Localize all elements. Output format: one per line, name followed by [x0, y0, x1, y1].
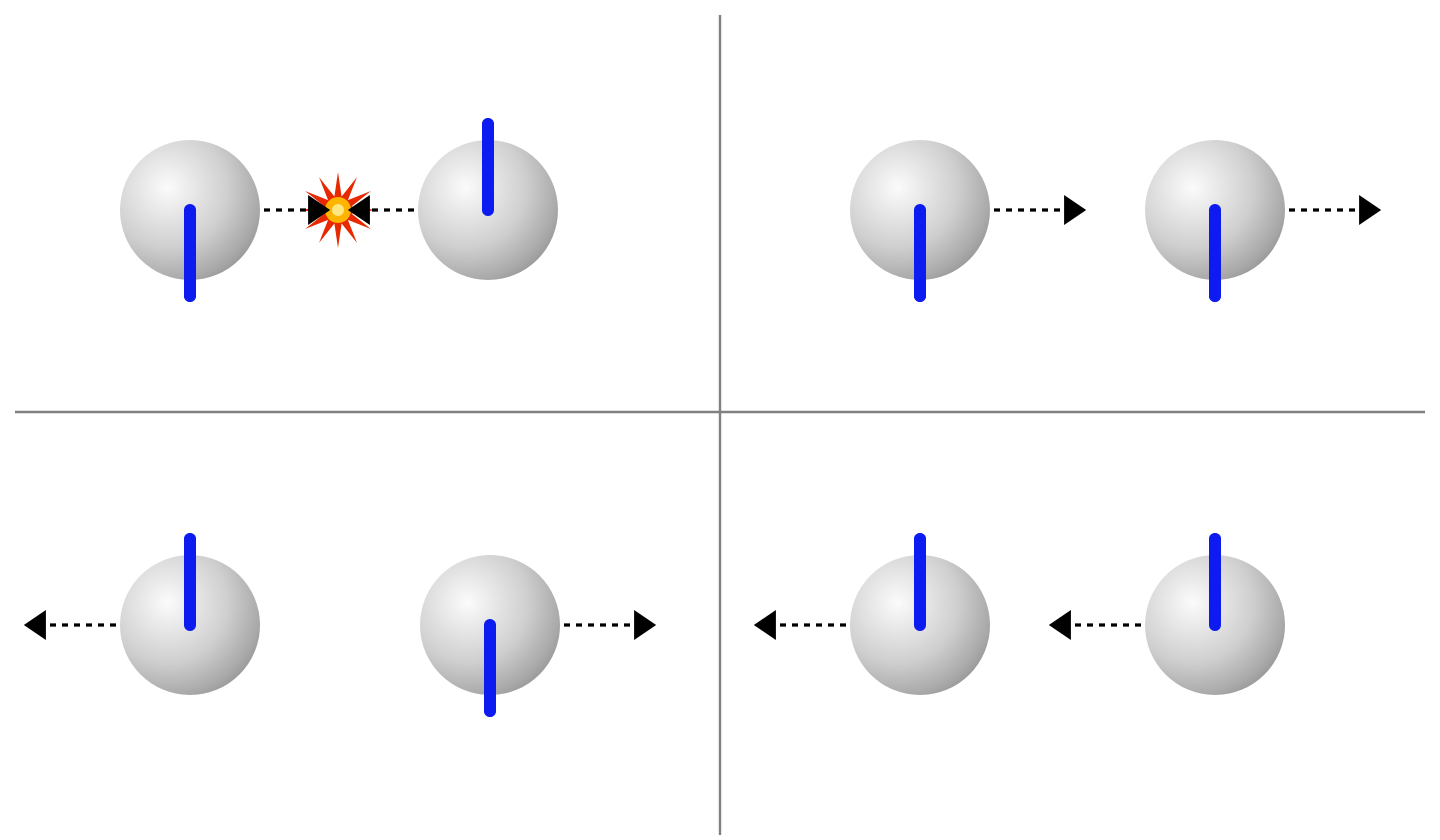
particle-node: [1061, 539, 1285, 695]
particle-node: [1145, 140, 1369, 296]
particle-node: [120, 140, 318, 296]
collision-core-inner-icon: [332, 204, 344, 216]
particle-node: [766, 539, 990, 695]
particle-node: [420, 555, 644, 711]
particle-node: [850, 140, 1074, 296]
particle-node: [36, 539, 260, 695]
diagram-canvas: [0, 0, 1440, 840]
particle-node: [360, 124, 558, 280]
